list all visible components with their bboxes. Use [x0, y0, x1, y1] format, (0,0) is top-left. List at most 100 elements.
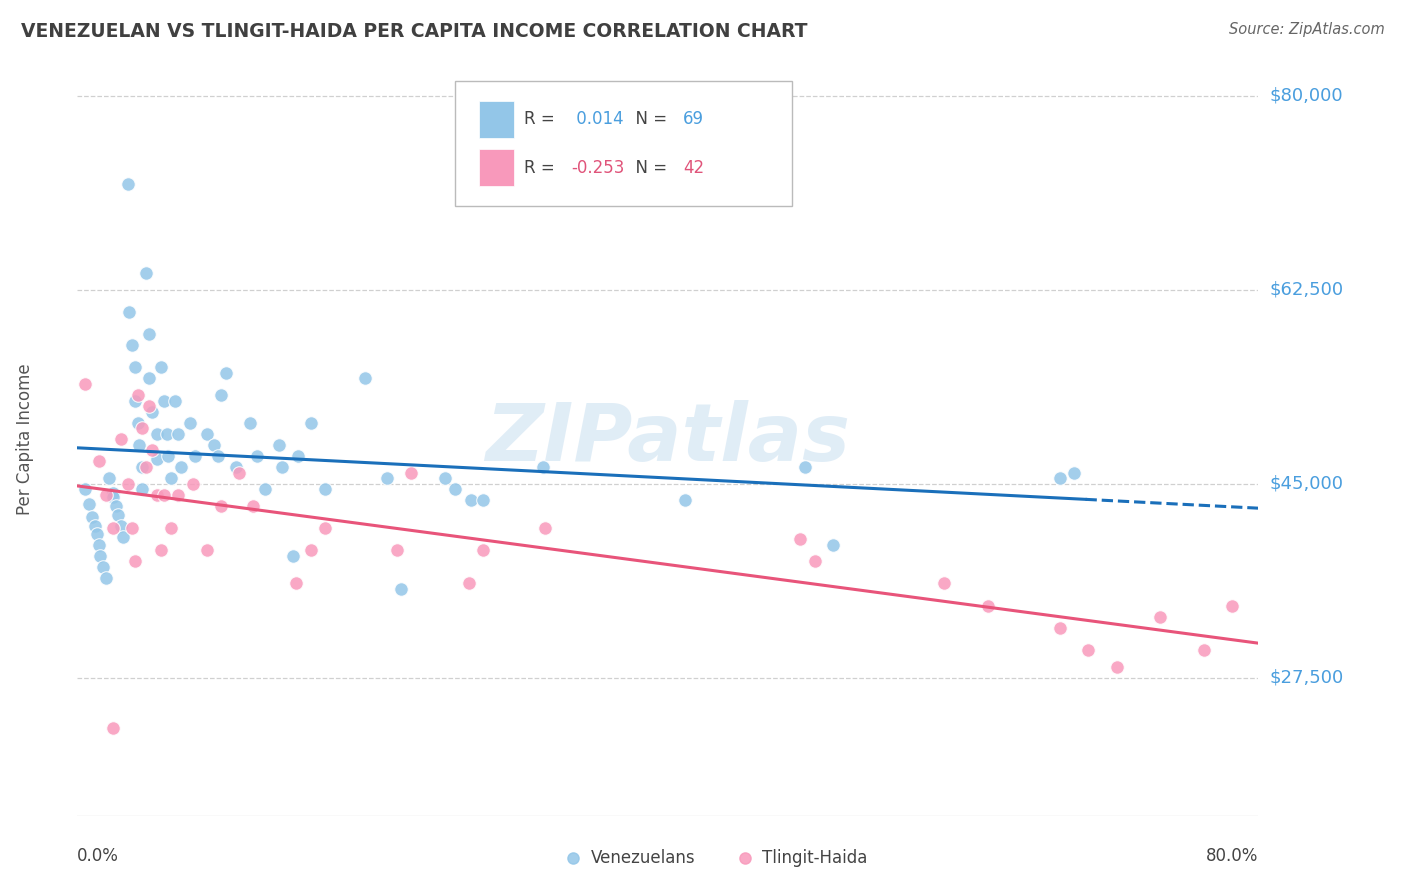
Text: 0.0%: 0.0%	[77, 847, 120, 864]
Point	[299, 543, 322, 558]
Point	[160, 471, 183, 485]
Point	[1077, 643, 1099, 657]
Text: $27,500: $27,500	[1270, 669, 1344, 687]
Point	[118, 305, 141, 319]
Point	[385, 543, 408, 558]
Point	[149, 360, 172, 375]
Point	[135, 266, 157, 280]
Point	[105, 499, 128, 513]
Point	[283, 549, 305, 563]
Point	[83, 518, 105, 533]
Point	[149, 543, 172, 558]
Point	[145, 426, 167, 441]
Text: 80.0%: 80.0%	[1206, 847, 1258, 864]
Point	[145, 452, 167, 467]
Point	[270, 460, 292, 475]
Point	[267, 438, 290, 452]
Text: Venezuelans: Venezuelans	[591, 848, 696, 867]
Point	[181, 476, 204, 491]
Point	[179, 416, 201, 430]
Point	[375, 471, 398, 485]
Point	[531, 460, 554, 475]
Point	[472, 493, 495, 508]
Point	[239, 416, 262, 430]
Point	[934, 576, 956, 591]
Point	[94, 571, 117, 585]
Text: VENEZUELAN VS TLINGIT-HAIDA PER CAPITA INCOME CORRELATION CHART: VENEZUELAN VS TLINGIT-HAIDA PER CAPITA I…	[21, 22, 807, 41]
Point	[228, 466, 250, 480]
Point	[195, 543, 218, 558]
Bar	[479, 102, 515, 137]
Text: Per Capita Income: Per Capita Income	[15, 364, 34, 515]
Point	[131, 460, 153, 475]
Point	[124, 360, 146, 375]
Point	[103, 490, 125, 504]
Point	[167, 488, 190, 502]
Point	[976, 599, 998, 613]
Point	[135, 460, 157, 475]
Point	[86, 526, 108, 541]
Point	[138, 371, 160, 385]
Point	[138, 326, 160, 341]
Point	[117, 178, 139, 192]
Point	[160, 521, 183, 535]
FancyBboxPatch shape	[456, 81, 792, 206]
Text: 42: 42	[683, 159, 704, 177]
Point	[107, 508, 129, 522]
Point	[110, 432, 132, 446]
Point	[460, 493, 482, 508]
Point	[121, 338, 143, 352]
Point	[1049, 621, 1071, 635]
Point	[77, 497, 100, 511]
Text: ZIPatlas: ZIPatlas	[485, 401, 851, 478]
Point	[823, 538, 845, 552]
Text: N =: N =	[626, 111, 672, 128]
Point	[401, 466, 423, 480]
Point	[184, 449, 207, 463]
Point	[458, 576, 481, 591]
Point	[128, 438, 150, 452]
Text: R =: R =	[524, 159, 560, 177]
Point	[1049, 471, 1071, 485]
Point	[1149, 609, 1171, 624]
Point	[534, 521, 557, 535]
Point	[117, 476, 139, 491]
Point	[789, 532, 811, 546]
Point	[157, 449, 180, 463]
Point	[91, 559, 114, 574]
Point	[1063, 466, 1085, 480]
Point	[124, 554, 146, 568]
Point	[472, 543, 495, 558]
Point	[165, 393, 187, 408]
Point	[167, 426, 190, 441]
Point	[314, 521, 336, 535]
Point	[156, 426, 179, 441]
Point	[131, 482, 153, 496]
Point	[242, 499, 264, 513]
Point	[1107, 659, 1129, 673]
Point	[152, 488, 174, 502]
Point	[389, 582, 412, 596]
Text: 0.014: 0.014	[571, 111, 624, 128]
Point	[124, 393, 146, 408]
Point	[73, 376, 96, 391]
Text: Tlingit-Haida: Tlingit-Haida	[762, 848, 868, 867]
Point	[209, 499, 232, 513]
Point	[225, 460, 247, 475]
Point	[1192, 643, 1215, 657]
Point	[94, 488, 117, 502]
Point	[127, 416, 149, 430]
Text: $80,000: $80,000	[1270, 87, 1343, 104]
Text: Source: ZipAtlas.com: Source: ZipAtlas.com	[1229, 22, 1385, 37]
Point	[152, 393, 174, 408]
Point	[207, 449, 229, 463]
Text: $62,500: $62,500	[1270, 281, 1344, 299]
Point	[195, 426, 218, 441]
Point	[87, 454, 110, 468]
Point	[141, 404, 163, 418]
Bar	[479, 150, 515, 186]
Point	[215, 366, 238, 380]
Text: 69: 69	[683, 111, 704, 128]
Text: R =: R =	[524, 111, 560, 128]
Point	[803, 554, 825, 568]
